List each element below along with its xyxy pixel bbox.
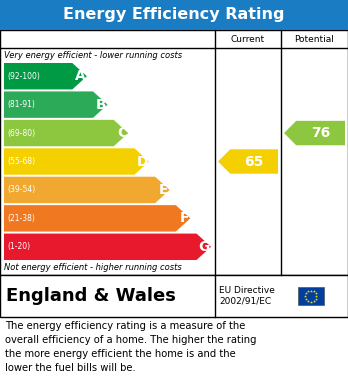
Text: EU Directive
2002/91/EC: EU Directive 2002/91/EC [219, 286, 275, 306]
Text: Current: Current [231, 34, 265, 43]
Polygon shape [4, 205, 190, 231]
Bar [0, 0, 348, 30]
Text: (39-54): (39-54) [7, 185, 35, 194]
Polygon shape [4, 233, 211, 260]
Polygon shape [4, 91, 108, 118]
Text: (92-100): (92-100) [7, 72, 40, 81]
Polygon shape [4, 63, 87, 90]
Bar [298, 287, 324, 305]
Text: G: G [199, 240, 210, 254]
Text: 65: 65 [244, 154, 264, 169]
Text: Potential: Potential [294, 34, 334, 43]
Polygon shape [4, 148, 149, 175]
Text: The energy efficiency rating is a measure of the
overall efficiency of a home. T: The energy efficiency rating is a measur… [5, 321, 256, 373]
Text: E: E [159, 183, 169, 197]
Text: (55-68): (55-68) [7, 157, 35, 166]
Text: Very energy efficient - lower running costs: Very energy efficient - lower running co… [4, 50, 182, 59]
Polygon shape [4, 177, 169, 203]
Text: 76: 76 [311, 126, 330, 140]
Bar [0, 30, 348, 275]
Polygon shape [218, 149, 278, 174]
Polygon shape [4, 120, 128, 146]
Bar [0, 275, 348, 317]
Text: (81-91): (81-91) [7, 100, 35, 109]
Text: A: A [75, 69, 86, 83]
Text: F: F [180, 212, 189, 225]
Text: C: C [117, 126, 127, 140]
Text: (69-80): (69-80) [7, 129, 35, 138]
Text: (1-20): (1-20) [7, 242, 30, 251]
Text: B: B [96, 98, 106, 112]
Text: (21-38): (21-38) [7, 214, 35, 223]
Text: England & Wales: England & Wales [6, 287, 176, 305]
Polygon shape [284, 121, 345, 145]
Text: Energy Efficiency Rating: Energy Efficiency Rating [63, 7, 285, 23]
Text: D: D [136, 154, 148, 169]
Text: Not energy efficient - higher running costs: Not energy efficient - higher running co… [4, 264, 182, 273]
